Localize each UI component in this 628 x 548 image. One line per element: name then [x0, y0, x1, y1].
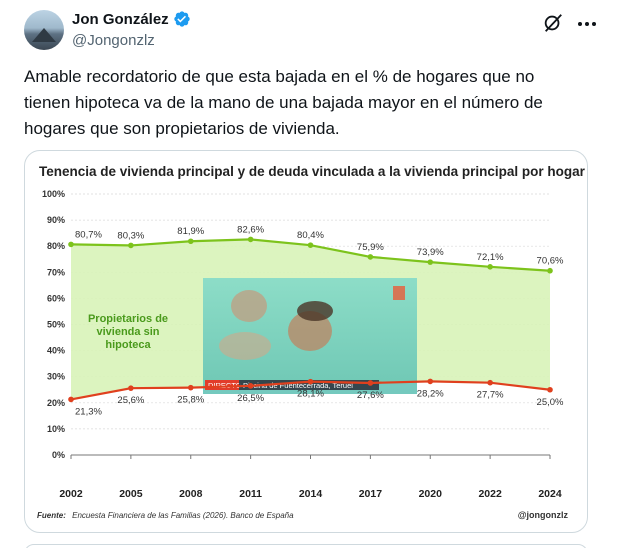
- video-overlay[interactable]: DIRECTO Piscina de Fuentecerrada, Teruel: [203, 278, 417, 394]
- x-tick-label: 2024: [538, 488, 562, 500]
- no-mortgage-series-data-label: 21,3%: [75, 406, 102, 417]
- author-name-row: Jon González: [72, 10, 191, 28]
- area-label-line: vivienda sin: [97, 326, 160, 338]
- owners-series-point: [427, 259, 434, 265]
- no-mortgage-series-data-label: 25,0%: [537, 397, 564, 408]
- next-media-card[interactable]: [24, 544, 588, 548]
- owners-series-point: [128, 242, 134, 249]
- grok-icon[interactable]: [542, 12, 564, 34]
- no-mortgage-series-point: [307, 378, 314, 385]
- owners-series-point: [187, 238, 194, 245]
- x-tick-label: 2011: [239, 488, 262, 500]
- no-mortgage-series-point: [247, 383, 254, 389]
- y-tick-label: 100%: [42, 189, 65, 199]
- owners-series-data-label: 72,1%: [477, 252, 504, 263]
- owners-series-data-label: 82,6%: [237, 224, 264, 235]
- x-tick-label: 2008: [179, 488, 203, 500]
- no-mortgage-series-point: [187, 384, 194, 391]
- x-tick-label: 2002: [59, 488, 83, 500]
- y-tick-label: 30%: [47, 372, 65, 382]
- owners-series-data-label: 73,9%: [417, 247, 444, 258]
- x-tick-label: 2014: [299, 488, 323, 500]
- owners-series-data-label: 80,4%: [297, 230, 324, 241]
- y-tick-label: 20%: [47, 398, 65, 408]
- tweet-media-card[interactable]: Tenencia de vivienda principal y de deud…: [24, 150, 588, 533]
- x-tick-label: 2017: [359, 488, 383, 500]
- no-mortgage-series-point: [68, 396, 74, 403]
- owners-series-data-label: 80,3%: [117, 230, 144, 241]
- owners-series-data-label: 75,9%: [357, 242, 384, 253]
- no-mortgage-series-point: [547, 386, 553, 393]
- no-mortgage-series-data-label: 27,7%: [477, 390, 504, 401]
- chart-source: Fuente: Encuesta Financiera de las Famil…: [37, 511, 294, 520]
- no-mortgage-series-point: [128, 385, 134, 391]
- overlay-badge: DIRECTO: [208, 381, 242, 390]
- chart-source-text: Encuesta Financiera de las Familias (202…: [72, 511, 294, 520]
- area-label-line: hipoteca: [105, 339, 151, 351]
- owners-series-point: [367, 254, 374, 260]
- x-tick-label: 2022: [478, 488, 502, 500]
- avatar[interactable]: [24, 10, 64, 50]
- author-display-name[interactable]: Jon González: [72, 10, 169, 28]
- person-figure: [231, 290, 267, 322]
- no-mortgage-series-point: [367, 380, 374, 386]
- y-tick-label: 70%: [47, 267, 65, 277]
- chart-source-label: Fuente:: [37, 511, 66, 520]
- owners-series-point: [247, 236, 254, 243]
- no-mortgage-series-data-label: 28,1%: [297, 389, 324, 400]
- no-mortgage-series-data-label: 27,6%: [357, 390, 384, 401]
- no-mortgage-series-data-label: 26,5%: [237, 393, 264, 404]
- no-mortgage-series-point: [427, 378, 434, 385]
- no-mortgage-series-data-label: 25,8%: [177, 395, 204, 406]
- no-mortgage-series-data-label: 25,6%: [117, 395, 144, 406]
- author-handle[interactable]: @Jongonzlz: [72, 32, 155, 49]
- y-tick-label: 60%: [47, 293, 65, 303]
- owners-series-data-label: 81,9%: [177, 226, 204, 237]
- owners-series-point: [307, 242, 314, 248]
- x-tick-label: 2020: [419, 488, 443, 500]
- x-tick-label: 2005: [119, 488, 143, 500]
- chart-credit: @jongonzlz: [518, 510, 569, 520]
- owners-series-point: [547, 267, 553, 274]
- y-tick-label: 40%: [47, 346, 65, 356]
- verified-badge-icon: [174, 11, 190, 27]
- y-tick-label: 0%: [52, 450, 65, 460]
- y-tick-label: 90%: [47, 215, 65, 225]
- no-mortgage-series-point: [487, 379, 493, 386]
- overlay-location: Piscina de Fuentecerrada, Teruel: [243, 381, 353, 390]
- owners-series-data-label: 70,6%: [537, 256, 564, 267]
- tweet-text: Amable recordatorio de que esta bajada e…: [24, 67, 543, 138]
- area-label-line: Propietarios de: [88, 313, 168, 325]
- more-icon[interactable]: [572, 14, 602, 34]
- y-tick-label: 80%: [47, 241, 65, 251]
- chart-title: Tenencia de vivienda principal y de deud…: [39, 164, 586, 179]
- owners-series-data-label: 80,7%: [75, 229, 102, 240]
- tweet-header: Jon González @Jongonzlz: [0, 0, 628, 60]
- no-mortgage-series-data-label: 28,2%: [417, 388, 444, 399]
- chart: Tenencia de vivienda principal y de deud…: [37, 164, 586, 520]
- owners-series-point: [68, 241, 74, 248]
- y-tick-label: 10%: [47, 424, 65, 434]
- channel-logo-icon: [393, 286, 405, 300]
- owners-series-point: [487, 264, 493, 270]
- person-figure: [288, 311, 332, 351]
- y-tick-label: 50%: [47, 320, 65, 330]
